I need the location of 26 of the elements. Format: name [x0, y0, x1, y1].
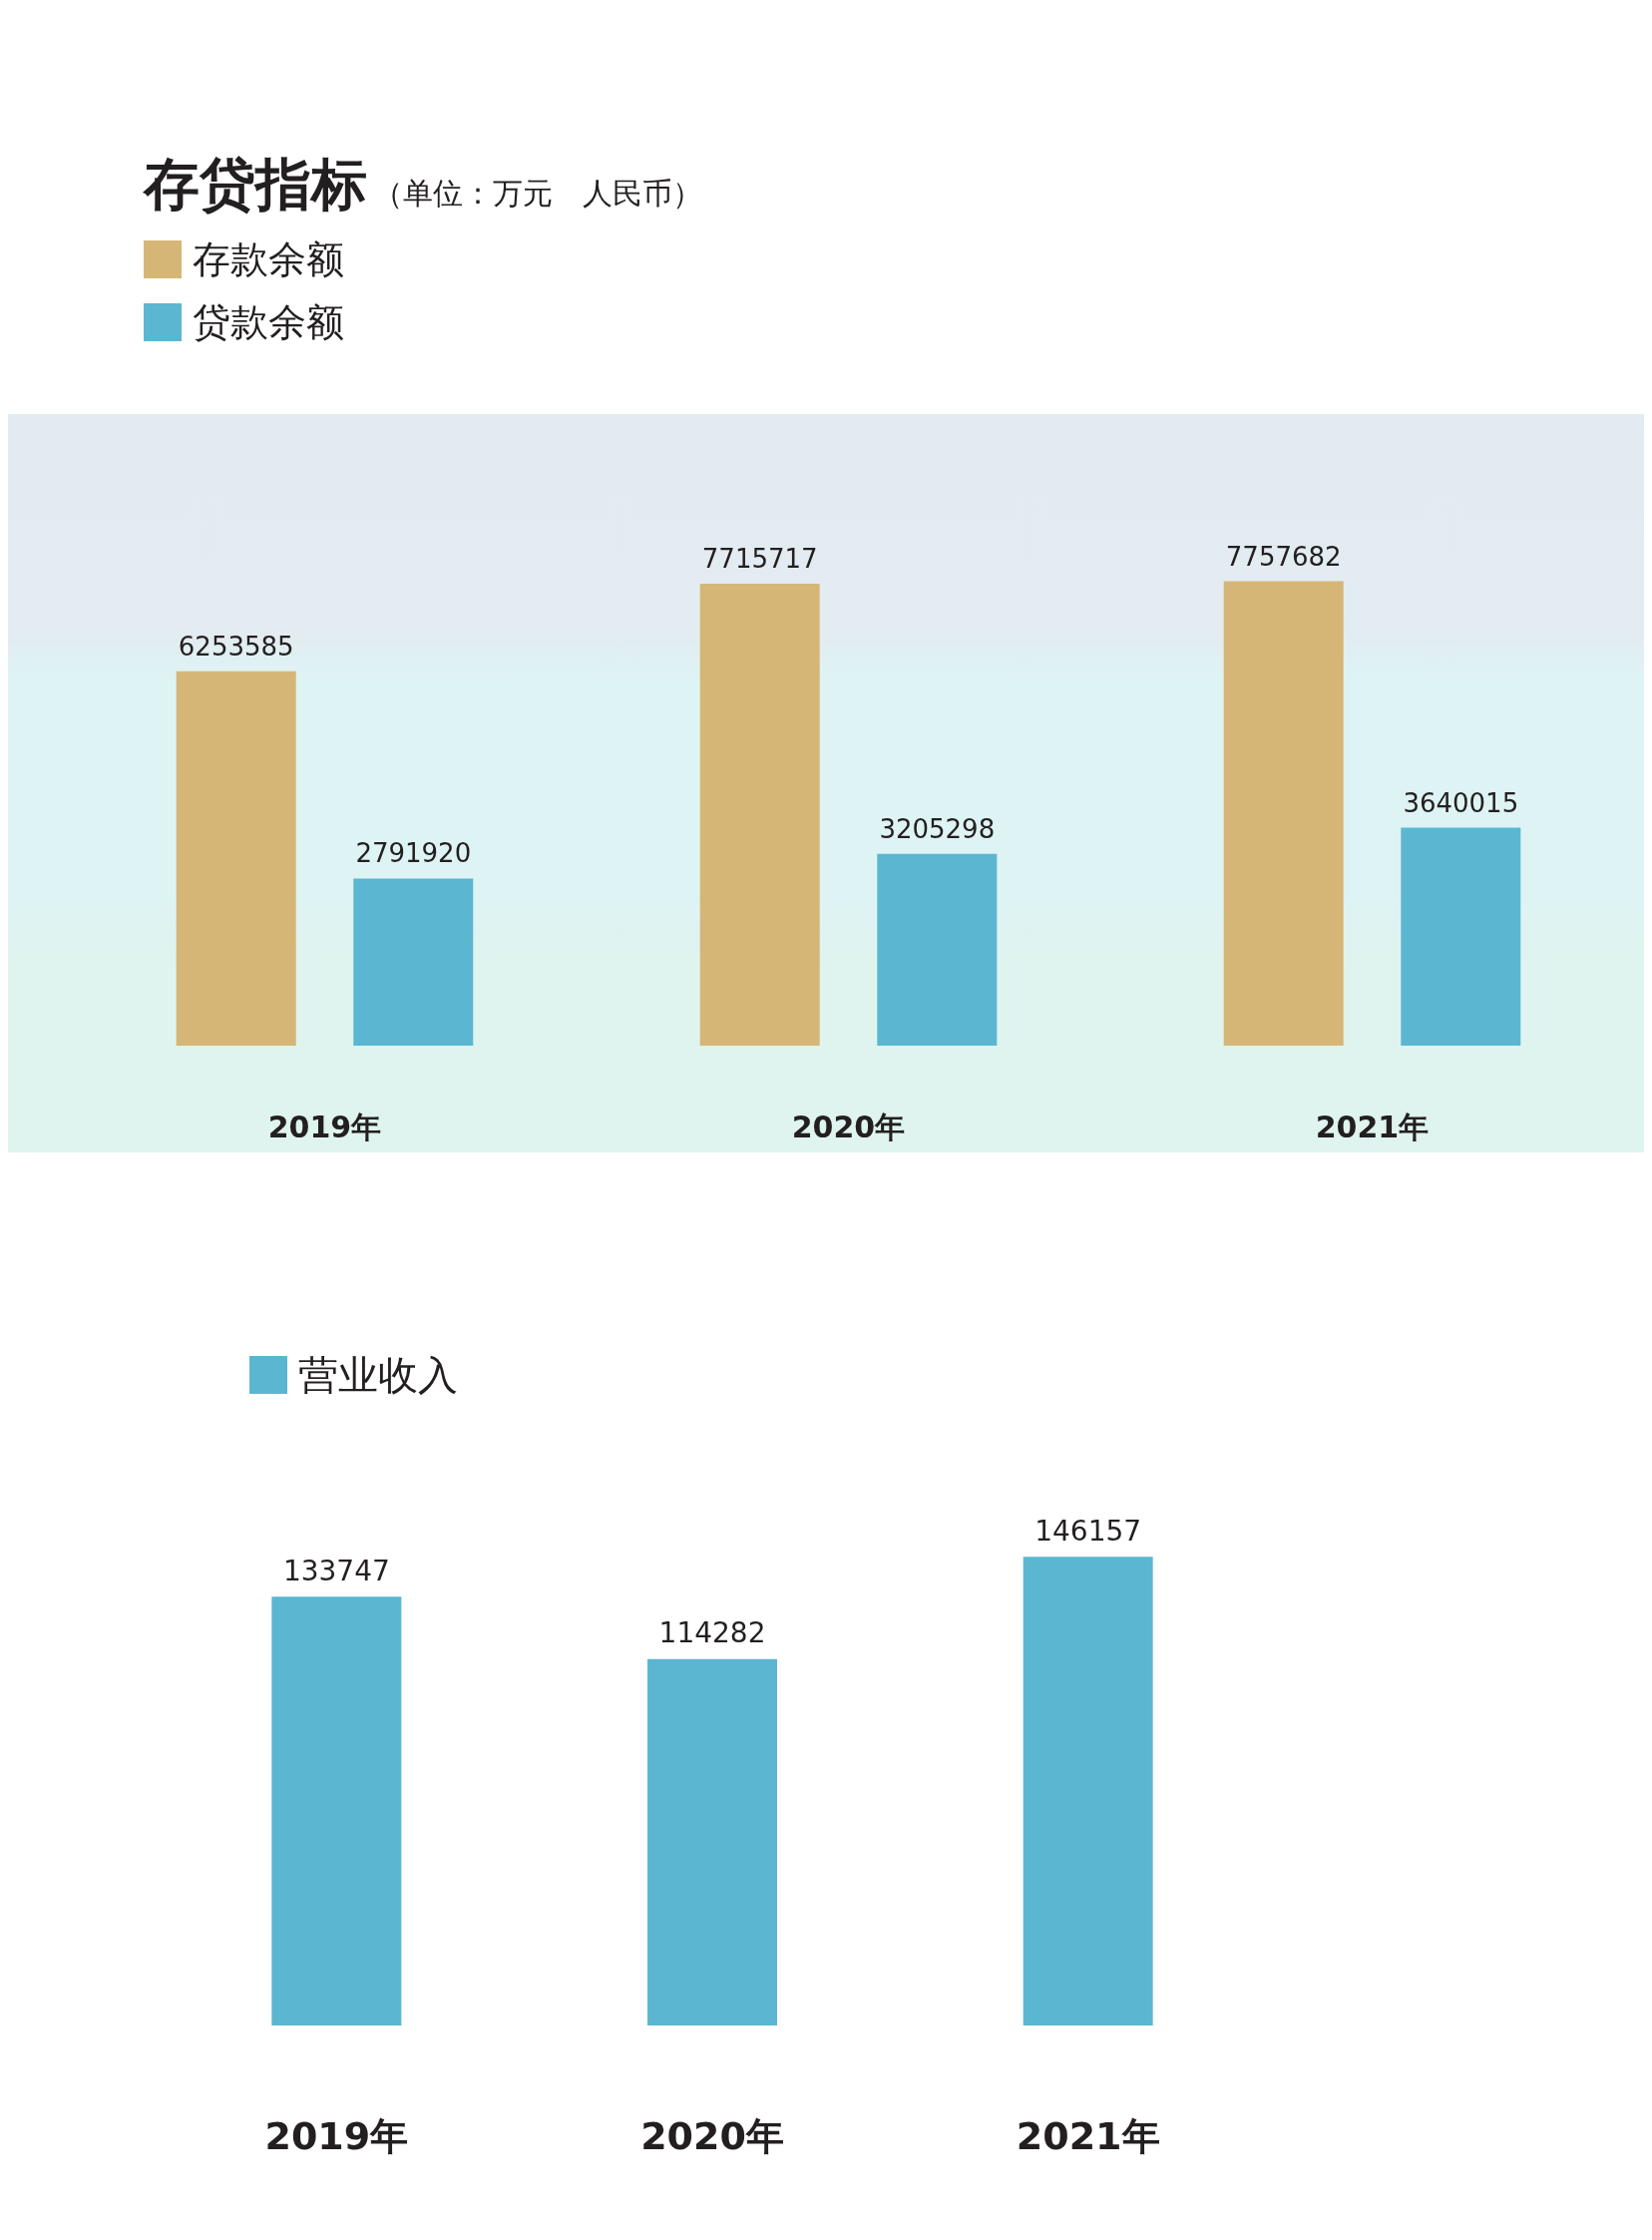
x-tick-label: 2020年	[640, 2114, 784, 2158]
data-label: 3205298	[879, 813, 996, 844]
data-label: 2791920	[355, 838, 472, 869]
x-tick-label: 2019年	[267, 1109, 382, 1144]
data-label: 7715717	[701, 544, 818, 575]
x-tick-label: 2019年	[264, 2114, 409, 2158]
bar	[1401, 827, 1521, 1046]
legend-label: 贷款余额	[193, 300, 344, 344]
bar	[176, 671, 296, 1046]
bar	[877, 853, 998, 1046]
data-label: 3640015	[1403, 787, 1519, 818]
legend-label: 营业收入	[298, 1352, 458, 1398]
data-label: 133747	[282, 1554, 390, 1587]
data-label: 6253585	[178, 631, 294, 662]
chart-subtitle: （单位：万元 人民币）	[373, 175, 702, 211]
legend-label: 存款余额	[193, 237, 344, 281]
x-tick-label: 2021年	[1016, 2114, 1160, 2158]
data-label: 146157	[1034, 1514, 1142, 1548]
bar	[699, 584, 820, 1046]
bar	[353, 878, 474, 1046]
data-label: 7757682	[1225, 541, 1342, 572]
data-label: 114282	[658, 1616, 766, 1650]
x-tick-label: 2021年	[1315, 1109, 1430, 1144]
chart-title: 存贷指标	[142, 151, 367, 217]
x-tick-label: 2020年	[791, 1109, 906, 1144]
bar	[1223, 581, 1344, 1046]
